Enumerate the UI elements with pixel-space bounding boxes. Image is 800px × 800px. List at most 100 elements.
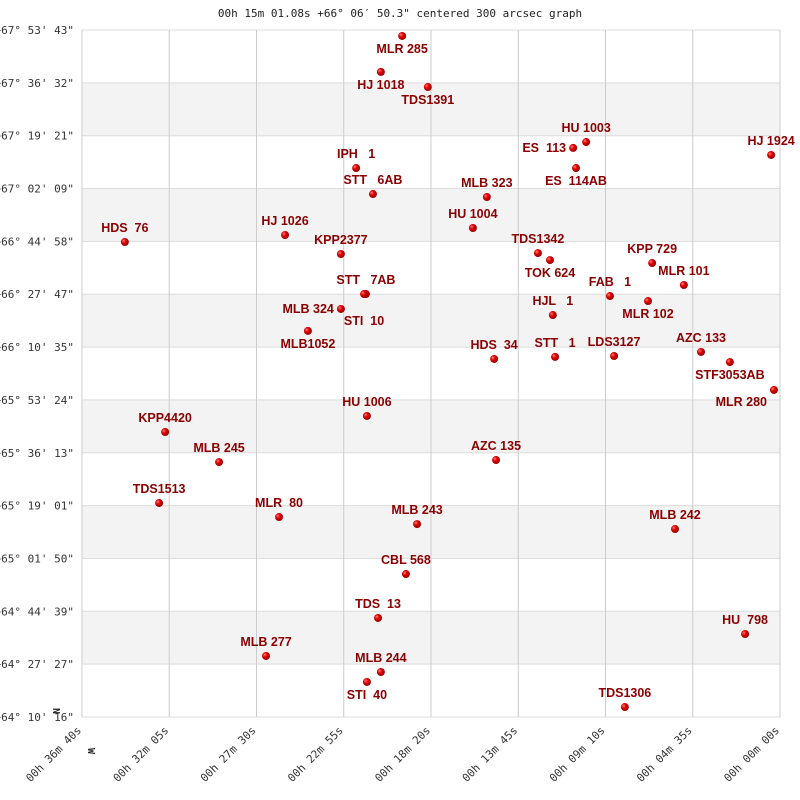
star-point[interactable]: MLB1052	[280, 326, 335, 351]
star-point[interactable]: TDS1342	[512, 232, 565, 258]
star-point[interactable]: KPP4420	[138, 411, 192, 437]
star-label: HJ 1924	[747, 134, 794, 148]
star-point[interactable]: MLR 102	[622, 297, 674, 321]
star-marker	[644, 297, 653, 306]
star-marker	[120, 238, 129, 247]
star-point[interactable]: MLR 280	[716, 385, 778, 409]
star-point[interactable]: STT 6AB	[343, 173, 402, 199]
star-label: MLB 242	[649, 508, 700, 522]
star-point[interactable]: HJ 1924	[747, 134, 795, 159]
star-point[interactable]: STI 10	[344, 290, 384, 328]
y-tick-label: +66° 44' 58"	[0, 235, 74, 248]
star-marker	[533, 249, 542, 258]
star-point[interactable]: LDS3127	[588, 335, 641, 361]
star-marker	[571, 164, 580, 173]
star-point[interactable]: HJ 1026	[261, 214, 309, 240]
star-point[interactable]: ES 114AB	[545, 164, 607, 188]
y-tick-label: +65° 53' 24"	[0, 394, 74, 407]
star-point[interactable]: HDS 34	[471, 338, 518, 363]
star-point[interactable]: STF3053AB	[695, 358, 765, 382]
star-point[interactable]: MLB 243	[391, 503, 443, 529]
star-point[interactable]: MLB 242	[649, 508, 701, 534]
y-tick-label: +65° 01' 50"	[0, 552, 74, 565]
star-point[interactable]: TDS1306	[598, 686, 651, 712]
star-point[interactable]: HJ 1018	[357, 67, 405, 92]
star-point[interactable]: CBL 568	[381, 553, 431, 579]
star-marker	[374, 613, 383, 622]
star-point[interactable]: HU 798	[722, 613, 768, 639]
star-marker	[648, 259, 657, 268]
star-point[interactable]: HDS 76	[101, 221, 148, 247]
y-tick-label: +64° 10' 16"	[0, 711, 74, 724]
star-point[interactable]: TDS1513	[133, 482, 186, 508]
star-label: MLB 324	[282, 302, 333, 316]
x-tick-label: 00h 00m 00s	[721, 724, 782, 785]
star-label: IPH 1	[337, 147, 375, 161]
star-point[interactable]: KPP2377	[314, 233, 368, 259]
star-point[interactable]: MLB 323	[461, 176, 513, 201]
star-label: STF3053AB	[695, 368, 764, 382]
star-point[interactable]: MLR 101	[658, 264, 710, 289]
star-point[interactable]: TDS 13	[355, 597, 401, 622]
star-point[interactable]: MLB 244	[355, 651, 407, 677]
star-marker	[262, 651, 271, 660]
star-marker	[569, 143, 578, 152]
star-point[interactable]: ES 113	[522, 141, 578, 155]
x-tick-label: 00h 09m 10s	[547, 724, 608, 785]
y-tick-label: +67° 19' 21"	[0, 130, 74, 143]
y-tick-label: +67° 36' 32"	[0, 77, 74, 90]
star-point[interactable]: MLB 245	[193, 441, 245, 467]
star-point[interactable]: HU 1003	[561, 121, 611, 147]
star-label: HU 1003	[561, 121, 610, 135]
star-label: ES 114AB	[545, 174, 607, 188]
star-point[interactable]: STI 40	[347, 677, 387, 702]
star-marker	[360, 290, 369, 299]
star-label: TDS1391	[401, 93, 454, 107]
star-point[interactable]: FAB 1	[589, 275, 631, 301]
y-tick-label: +67° 02' 09"	[0, 183, 74, 196]
y-tick-label: +66° 27' 47"	[0, 288, 74, 301]
star-point[interactable]: HU 1004	[448, 207, 498, 232]
star-label: HDS 34	[471, 338, 518, 352]
y-tick-label: +65° 19' 01"	[0, 500, 74, 513]
star-marker	[482, 192, 491, 201]
star-point[interactable]: HU 1006	[342, 395, 392, 420]
star-point[interactable]: MLR 80	[255, 496, 303, 522]
star-marker	[215, 458, 224, 467]
star-label: HU 1004	[448, 207, 497, 221]
star-label: MLR 80	[255, 496, 303, 510]
star-label: HJ 1026	[261, 214, 308, 228]
star-label: TDS1513	[133, 482, 186, 496]
star-marker	[368, 190, 377, 199]
star-label: HU 798	[722, 613, 768, 627]
star-point[interactable]: MLR 285	[376, 31, 428, 56]
star-point[interactable]: TDS1391	[401, 83, 454, 107]
star-marker	[401, 570, 410, 579]
star-point[interactable]: AZC 133	[676, 331, 726, 356]
star-point[interactable]: KPP 729	[627, 242, 677, 268]
star-marker	[551, 352, 560, 361]
star-point[interactable]: IPH 1	[337, 147, 375, 173]
star-marker	[548, 311, 557, 320]
star-point[interactable]: TOK 624	[525, 256, 576, 280]
x-tick-label: 00h 36m 40s	[23, 724, 84, 785]
star-point[interactable]: MLB 324	[282, 302, 345, 316]
star-label: TDS1342	[512, 232, 565, 246]
star-label: STT 7AB	[336, 273, 395, 287]
star-label: KPP 729	[627, 242, 677, 256]
star-marker	[303, 326, 312, 335]
star-marker	[605, 292, 614, 301]
star-label: MLB 243	[391, 503, 442, 517]
star-marker	[679, 280, 688, 289]
y-tick-label: +65° 36' 13"	[0, 447, 74, 460]
star-point[interactable]: MLB 277	[240, 635, 292, 660]
star-marker	[492, 456, 501, 465]
star-marker	[670, 525, 679, 534]
star-marker	[376, 67, 385, 76]
star-marker	[413, 520, 422, 529]
star-point[interactable]: AZC 135	[471, 439, 521, 465]
x-tick-label: 00h 04m 35s	[634, 724, 695, 785]
star-point[interactable]: HJL 1	[532, 294, 573, 320]
star-point[interactable]: STT 1	[535, 336, 576, 361]
